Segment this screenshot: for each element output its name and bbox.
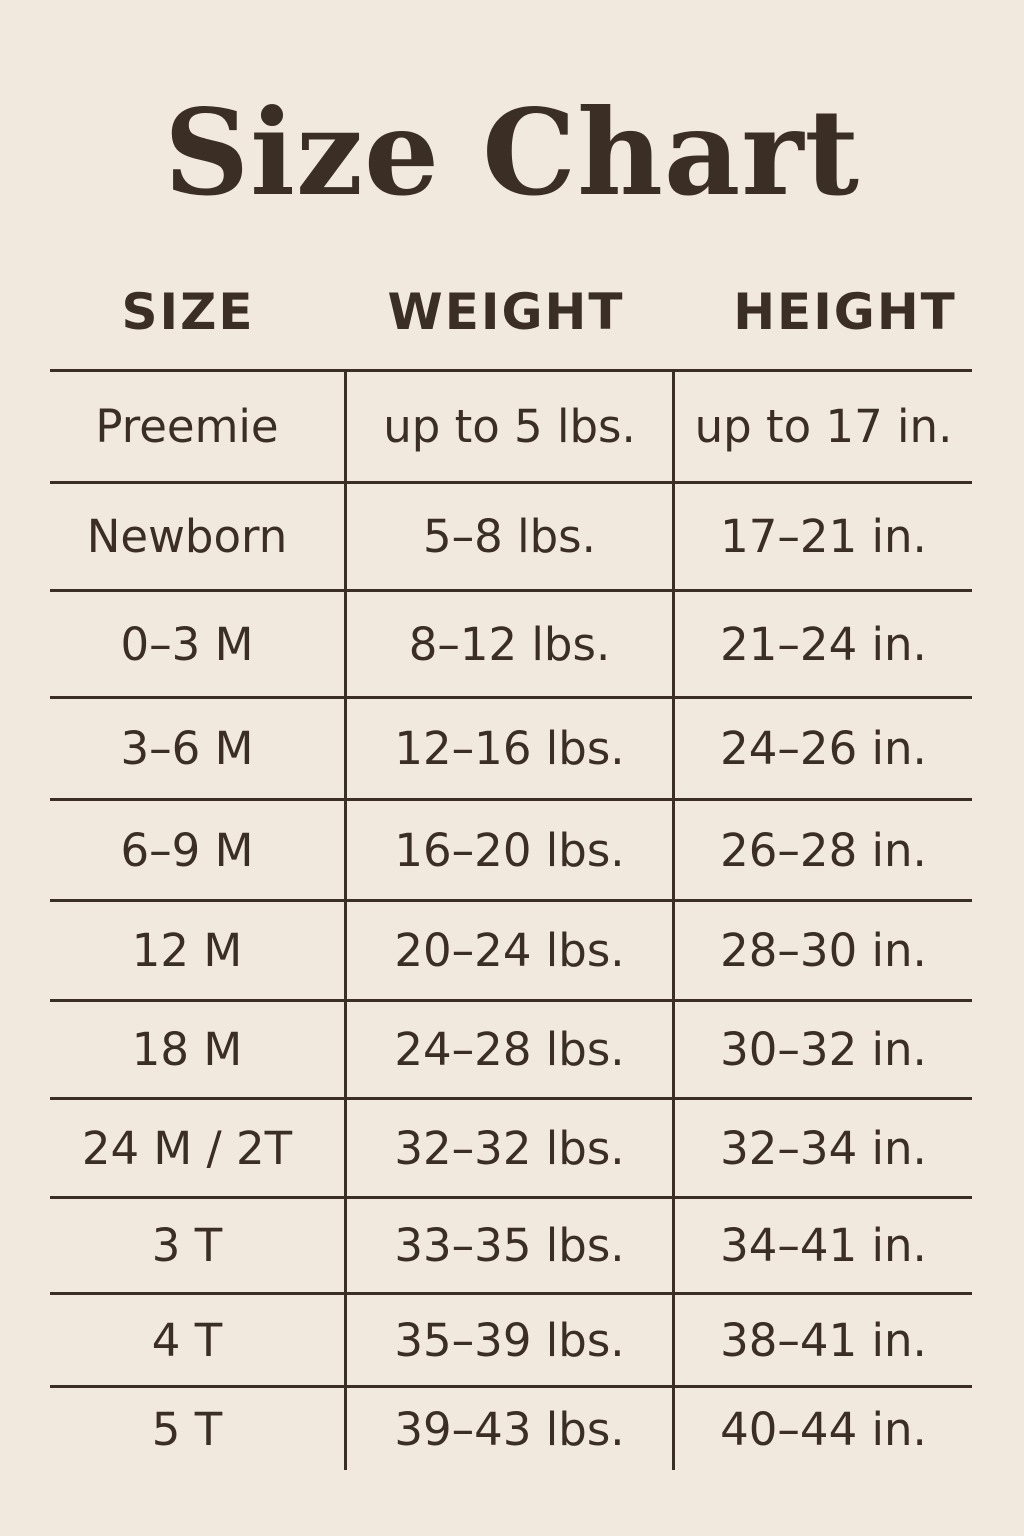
cell-size: 0–3 M	[50, 592, 347, 696]
cell-size: 12 M	[50, 902, 347, 999]
size-table: Preemie up to 5 lbs. up to 17 in. Newborn 5–…	[50, 369, 972, 1470]
cell-size: Preemie	[50, 372, 347, 481]
table-row: 3–6 M 12–16 lbs. 24–26 in.	[50, 696, 972, 798]
cell-weight: 39–43 lbs.	[347, 1388, 675, 1470]
cell-height: 17–21 in.	[720, 510, 927, 563]
cell-height: 38–41 in.	[720, 1313, 927, 1367]
column-header-weight: WEIGHT	[387, 283, 625, 341]
cell-height: 40–44 in.	[720, 1402, 927, 1456]
table-row: Newborn 5–8 lbs. 17–21 in.	[50, 481, 972, 589]
cell-height: 30–32 in.	[720, 1023, 927, 1076]
cell-size: 5 T	[50, 1388, 347, 1470]
cell-size: 24 M / 2T	[50, 1100, 347, 1196]
table-row: 12 M 20–24 lbs. 28–30 in.	[50, 899, 972, 999]
table-row: 3 T 33–35 lbs. 34–41 in.	[50, 1196, 972, 1292]
table-row: 0–3 M 8–12 lbs. 21–24 in.	[50, 589, 972, 696]
cell-height: 24–26 in.	[720, 722, 927, 775]
cell-size: 4 T	[50, 1295, 347, 1385]
cell-height: 21–24 in.	[720, 617, 927, 671]
cell-weight: 8–12 lbs.	[347, 592, 675, 696]
table-row: 4 T 35–39 lbs. 38–41 in.	[50, 1292, 972, 1385]
table-row: 5 T 39–43 lbs. 40–44 in.	[50, 1385, 972, 1470]
table-row: Preemie up to 5 lbs. up to 17 in.	[50, 369, 972, 481]
cell-size: 3–6 M	[50, 699, 347, 798]
table-row: 6–9 M 16–20 lbs. 26–28 in.	[50, 798, 972, 899]
cell-height: up to 17 in.	[694, 400, 953, 453]
cell-weight: 32–32 lbs.	[347, 1100, 675, 1196]
table-row: 18 M 24–28 lbs. 30–32 in.	[50, 999, 972, 1097]
cell-weight: 33–35 lbs.	[347, 1199, 675, 1292]
cell-weight: 35–39 lbs.	[347, 1295, 675, 1385]
cell-size: 6–9 M	[50, 801, 347, 899]
cell-height: 34–41 in.	[720, 1219, 927, 1272]
cell-weight: 20–24 lbs.	[347, 902, 675, 999]
cell-height: 26–28 in.	[720, 823, 927, 877]
cell-weight: 12–16 lbs.	[347, 699, 675, 798]
cell-weight: 24–28 lbs.	[347, 1002, 675, 1097]
cell-weight: 5–8 lbs.	[347, 484, 675, 589]
cell-weight: 16–20 lbs.	[347, 801, 675, 899]
cell-size: Newborn	[50, 484, 347, 589]
cell-size: 3 T	[50, 1199, 347, 1292]
table-row: 24 M / 2T 32–32 lbs. 32–34 in.	[50, 1097, 972, 1196]
page-title: Size Chart	[163, 83, 861, 222]
cell-weight: up to 5 lbs.	[347, 372, 675, 481]
column-header-size: SIZE	[121, 283, 255, 341]
cell-size: 18 M	[50, 1002, 347, 1097]
column-header-height: HEIGHT	[733, 283, 957, 341]
cell-height: 32–34 in.	[720, 1121, 927, 1175]
cell-height: 28–30 in.	[720, 924, 927, 977]
